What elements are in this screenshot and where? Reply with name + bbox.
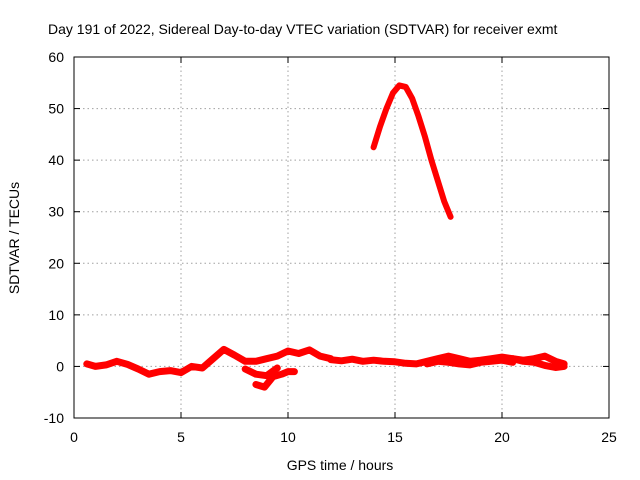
series-line-sat-arc-low-3 [241, 364, 281, 380]
y-tick-label: 50 [48, 101, 64, 117]
series-line-sat-arc-high [370, 82, 454, 220]
y-tick-label: 40 [48, 152, 64, 168]
y-tick-label: 10 [48, 307, 64, 323]
y-tick-label: 30 [48, 204, 64, 220]
y-tick-label: 60 [48, 49, 64, 65]
y-tick-label: 20 [48, 255, 64, 271]
series-line-sat-arc-low-2 [252, 368, 298, 391]
grid [74, 57, 609, 418]
x-tick-label: 15 [387, 429, 403, 445]
x-tick-label: 5 [177, 429, 185, 445]
y-tick-label: 0 [56, 358, 64, 374]
y-axis-label: SDTVAR / TECUs [6, 182, 22, 294]
y-tick-label: -10 [44, 410, 64, 426]
plot-area [83, 82, 568, 391]
x-tick-label: 10 [280, 429, 296, 445]
series-line-sat-arc-low-1 [83, 345, 335, 378]
plot-frame [73, 56, 610, 419]
x-tick-label: 25 [601, 429, 617, 445]
x-axis-label: GPS time / hours [287, 457, 394, 473]
series-line-sat-arc-low-5 [423, 356, 517, 369]
x-tick-label: 0 [70, 429, 78, 445]
axes: 0 5 10 15 20 25 -10 0 10 20 30 40 50 60 [44, 49, 617, 445]
series-line-sat-arc-low-6 [509, 355, 568, 371]
x-tick-label: 20 [494, 429, 510, 445]
chart-title: Day 191 of 2022, Sidereal Day-to-day VTE… [48, 21, 557, 37]
